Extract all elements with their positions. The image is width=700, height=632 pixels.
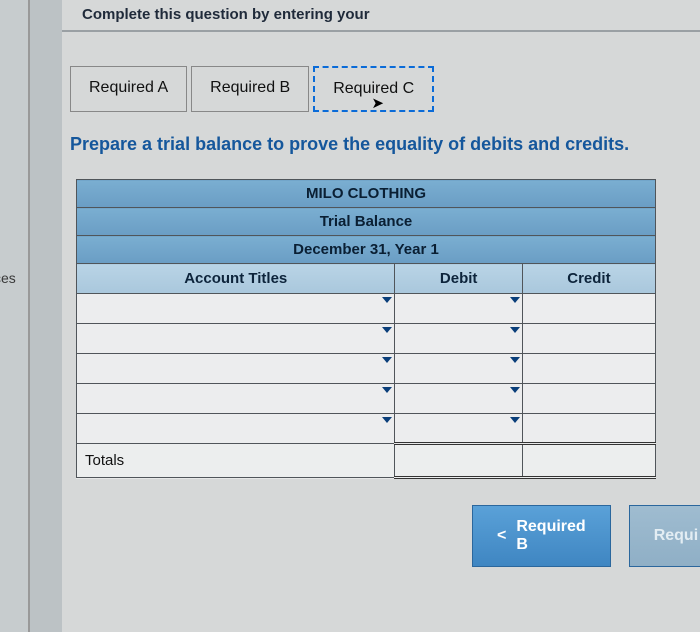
tb-company: MILO CLOTHING (77, 180, 656, 208)
prev-button[interactable]: < Required B (472, 505, 611, 567)
top-instruction-bar: Complete this question by entering your (62, 4, 700, 32)
dropdown-icon[interactable] (382, 327, 392, 333)
totals-row: Totals (77, 444, 656, 478)
cell-credit[interactable] (522, 324, 655, 354)
cell-debit[interactable] (395, 384, 522, 414)
table-row (77, 354, 656, 384)
left-rail: ces (0, 0, 30, 632)
tab-row: Required A Required B Required C ➤ (70, 66, 700, 112)
cell-credit[interactable] (522, 354, 655, 384)
cell-debit[interactable] (395, 294, 522, 324)
col-credit: Credit (522, 264, 655, 294)
left-rail-stub: ces (0, 270, 16, 286)
dropdown-icon[interactable] (510, 357, 520, 363)
dropdown-icon[interactable] (510, 417, 520, 423)
tb-title: Trial Balance (77, 208, 656, 236)
dropdown-icon[interactable] (510, 387, 520, 393)
trial-balance-wrap: MILO CLOTHING Trial Balance December 31,… (76, 179, 700, 479)
tab-label: Required A (89, 79, 168, 96)
cell-debit[interactable] (395, 324, 522, 354)
tab-required-a[interactable]: Required A (70, 66, 187, 112)
col-debit: Debit (395, 264, 522, 294)
table-row (77, 324, 656, 354)
col-account: Account Titles (77, 264, 395, 294)
dropdown-icon[interactable] (510, 297, 520, 303)
content-panel: Complete this question by entering your … (62, 0, 700, 632)
nav-row: < Required B Requi (62, 505, 700, 567)
prev-label: Required B (516, 518, 585, 554)
cell-account[interactable] (77, 324, 395, 354)
cell-account[interactable] (77, 414, 395, 444)
dropdown-icon[interactable] (382, 297, 392, 303)
dropdown-icon[interactable] (510, 327, 520, 333)
instruction-text: Prepare a trial balance to prove the equ… (70, 134, 692, 155)
dropdown-icon[interactable] (382, 387, 392, 393)
cell-credit[interactable] (522, 384, 655, 414)
tab-required-c[interactable]: Required C ➤ (313, 66, 434, 112)
tb-date: December 31, Year 1 (77, 236, 656, 264)
tab-label: Required C (333, 80, 414, 97)
cell-debit[interactable] (395, 414, 522, 444)
cell-account[interactable] (77, 294, 395, 324)
chevron-left-icon: < (497, 527, 506, 545)
table-row (77, 414, 656, 444)
table-row (77, 384, 656, 414)
cell-credit[interactable] (522, 294, 655, 324)
totals-label: Totals (77, 444, 395, 478)
table-row (77, 294, 656, 324)
next-label: Requi (654, 527, 698, 545)
tab-label: Required B (210, 79, 290, 96)
totals-credit (522, 444, 655, 478)
cell-account[interactable] (77, 354, 395, 384)
totals-debit (395, 444, 522, 478)
cell-account[interactable] (77, 384, 395, 414)
trial-balance-table: MILO CLOTHING Trial Balance December 31,… (76, 179, 656, 479)
dropdown-icon[interactable] (382, 417, 392, 423)
tab-required-b[interactable]: Required B (191, 66, 309, 112)
next-button[interactable]: Requi (629, 505, 700, 567)
cell-debit[interactable] (395, 354, 522, 384)
top-instruction-text: Complete this question by entering your (82, 6, 370, 23)
dropdown-icon[interactable] (382, 357, 392, 363)
cell-credit[interactable] (522, 414, 655, 444)
